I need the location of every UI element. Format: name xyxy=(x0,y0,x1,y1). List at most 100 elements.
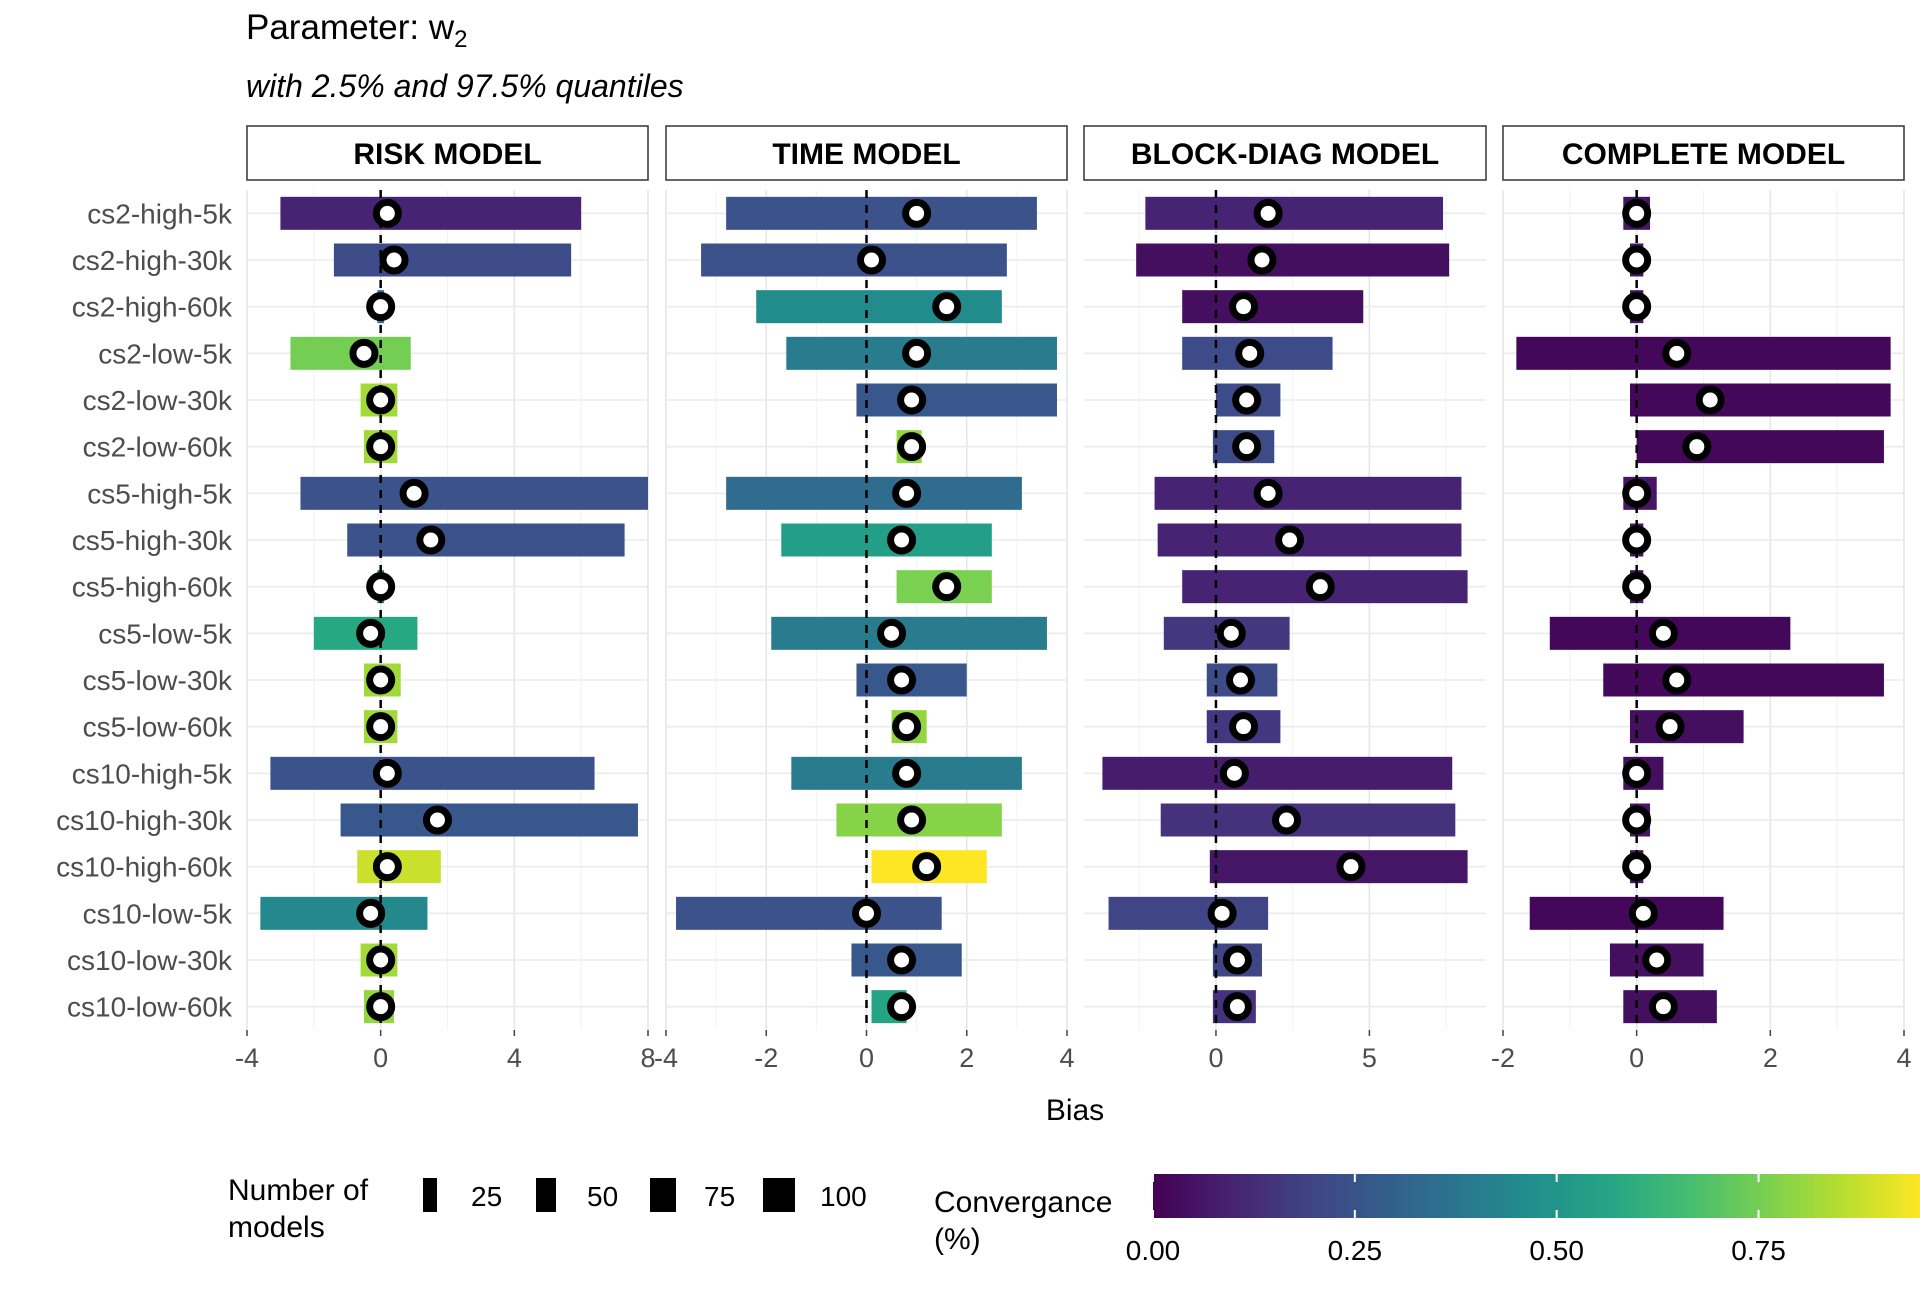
range-bar xyxy=(1182,290,1364,324)
estimate-point xyxy=(887,665,917,695)
color-legend-label: 0.25 xyxy=(1328,1235,1383,1266)
x-tick-label: 8 xyxy=(640,1043,655,1073)
x-tick-label: 4 xyxy=(1896,1043,1911,1073)
estimate-point xyxy=(1622,525,1652,555)
x-tick-label: 2 xyxy=(1763,1043,1778,1073)
size-legend-label: 25 xyxy=(471,1181,502,1212)
estimate-point xyxy=(887,945,917,975)
y-tick-label: cs10-high-5k xyxy=(72,758,233,789)
estimate-point xyxy=(372,852,402,882)
size-legend-label: 75 xyxy=(704,1181,735,1212)
estimate-point xyxy=(399,478,429,508)
color-legend-title: Convergance xyxy=(934,1186,1112,1219)
facet-strip xyxy=(1083,125,1487,181)
estimate-point xyxy=(887,992,917,1022)
estimate-point xyxy=(366,432,396,462)
estimate-point xyxy=(1682,432,1712,462)
range-bar xyxy=(333,243,572,277)
estimate-point xyxy=(1695,385,1725,415)
estimate-point xyxy=(416,525,446,555)
estimate-point xyxy=(1216,618,1246,648)
estimate-point xyxy=(1628,898,1658,928)
estimate-point xyxy=(356,618,386,648)
estimate-point xyxy=(366,385,396,415)
chart-title: Parameter: w2 xyxy=(246,8,468,53)
facet-label: COMPLETE MODEL xyxy=(1562,138,1845,171)
x-tick-label: -4 xyxy=(235,1043,259,1073)
y-tick-label: cs5-low-5k xyxy=(98,618,233,649)
estimate-point xyxy=(1662,338,1692,368)
range-bar xyxy=(771,616,1047,650)
facet-label: RISK MODEL xyxy=(353,138,541,171)
color-legend-label: 0.75 xyxy=(1731,1235,1786,1266)
estimate-point xyxy=(897,432,927,462)
y-tick-label: cs5-low-60k xyxy=(83,712,233,743)
x-tick-label: -2 xyxy=(1491,1043,1515,1073)
color-legend-label: 0.00 xyxy=(1126,1235,1181,1266)
estimate-point xyxy=(902,198,932,228)
estimate-point xyxy=(932,572,962,602)
range-bar xyxy=(1516,336,1891,370)
estimate-point xyxy=(1622,245,1652,275)
range-bar xyxy=(1157,523,1462,557)
range-bar xyxy=(270,756,595,790)
estimate-point xyxy=(366,572,396,602)
y-tick-label: cs2-high-5k xyxy=(87,198,233,229)
chart-subtitle: with 2.5% and 97.5% quantiles xyxy=(246,68,684,104)
y-tick-label: cs2-high-60k xyxy=(72,292,233,323)
estimate-point xyxy=(422,805,452,835)
estimate-point xyxy=(1229,712,1259,742)
estimate-point xyxy=(366,292,396,322)
range-bar xyxy=(1529,896,1724,930)
estimate-point xyxy=(1655,712,1685,742)
x-axis-label: Bias xyxy=(1046,1094,1104,1127)
range-bar xyxy=(726,476,1022,510)
range-bar xyxy=(300,476,648,510)
estimate-point xyxy=(1622,805,1652,835)
range-bar xyxy=(1136,243,1450,277)
estimate-point xyxy=(857,245,887,275)
y-tick-label: cs10-high-30k xyxy=(56,805,233,836)
estimate-point xyxy=(1622,758,1652,788)
range-bar xyxy=(1629,383,1891,417)
size-legend-title: Number of xyxy=(228,1174,369,1207)
range-bar xyxy=(726,196,1037,230)
estimate-point xyxy=(372,198,402,228)
estimate-point xyxy=(366,712,396,742)
y-tick-label: cs5-high-60k xyxy=(72,572,233,603)
estimate-point xyxy=(1275,525,1305,555)
range-bar xyxy=(280,196,582,230)
y-tick-label: cs10-low-30k xyxy=(67,945,233,976)
estimate-point xyxy=(897,385,927,415)
x-tick-label: 5 xyxy=(1362,1043,1377,1073)
x-tick-label: 4 xyxy=(1059,1043,1074,1073)
y-tick-label: cs10-low-5k xyxy=(83,898,233,929)
estimate-point xyxy=(1207,898,1237,928)
x-tick-label: 0 xyxy=(373,1043,388,1073)
y-tick-label: cs10-high-60k xyxy=(56,852,233,883)
estimate-point xyxy=(1219,758,1249,788)
size-legend-key xyxy=(423,1178,437,1212)
estimate-point xyxy=(1272,805,1302,835)
y-tick-label: cs5-high-5k xyxy=(87,478,233,509)
estimate-point xyxy=(1622,198,1652,228)
range-bar xyxy=(340,803,638,837)
size-legend-title: models xyxy=(228,1211,325,1244)
estimate-point xyxy=(1642,945,1672,975)
estimate-point xyxy=(887,525,917,555)
estimate-point xyxy=(877,618,907,648)
estimate-point xyxy=(902,338,932,368)
range-bar xyxy=(856,383,1057,417)
range-bar xyxy=(1108,896,1269,930)
color-legend-title: (%) xyxy=(934,1223,981,1256)
y-tick-label: cs2-low-60k xyxy=(83,432,233,463)
estimate-point xyxy=(1247,245,1277,275)
range-bar xyxy=(1160,803,1456,837)
estimate-point xyxy=(1253,198,1283,228)
estimate-point xyxy=(379,245,409,275)
y-tick-label: cs5-high-30k xyxy=(72,525,233,556)
estimate-point xyxy=(1622,572,1652,602)
estimate-point xyxy=(1229,292,1259,322)
x-tick-label: 0 xyxy=(1629,1043,1644,1073)
